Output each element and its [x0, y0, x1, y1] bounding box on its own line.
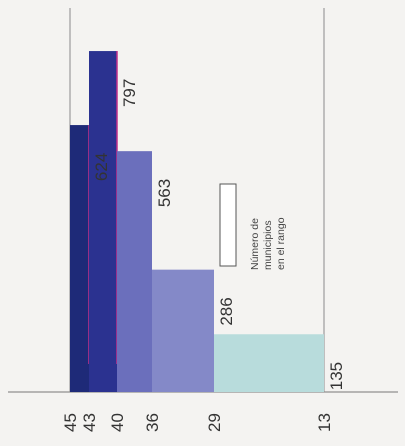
legend-line-3: en el rango: [275, 217, 287, 270]
axis-tick-label: 45: [61, 413, 80, 432]
legend: Número de municipios en el rango: [219, 183, 287, 270]
legend-line-2: municipios: [262, 220, 274, 270]
axis-tick-label: 13: [315, 413, 334, 432]
bar-797: [89, 51, 117, 393]
legend-line-1: Número de: [249, 218, 261, 270]
axis-tick-label: 40: [108, 413, 127, 432]
axis-tick-label: 36: [143, 413, 162, 432]
labels-layer: 45 43 40 36 29 13 624 797 563 286 135: [61, 79, 346, 432]
data-label-563: 563: [155, 179, 174, 207]
data-label-624: 624: [92, 153, 111, 181]
axis-tick-label: 29: [205, 413, 224, 432]
axis-tick-label: 43: [80, 413, 99, 432]
data-label-797: 797: [120, 79, 139, 107]
legend-swatch: [219, 183, 237, 267]
bar-563: [117, 151, 152, 392]
bar-286: [152, 269, 214, 392]
bars-layer: [70, 51, 324, 393]
data-label-135: 135: [327, 362, 346, 390]
bar-624: [70, 125, 89, 393]
bar-135: [214, 334, 324, 392]
data-label-286: 286: [217, 297, 236, 325]
